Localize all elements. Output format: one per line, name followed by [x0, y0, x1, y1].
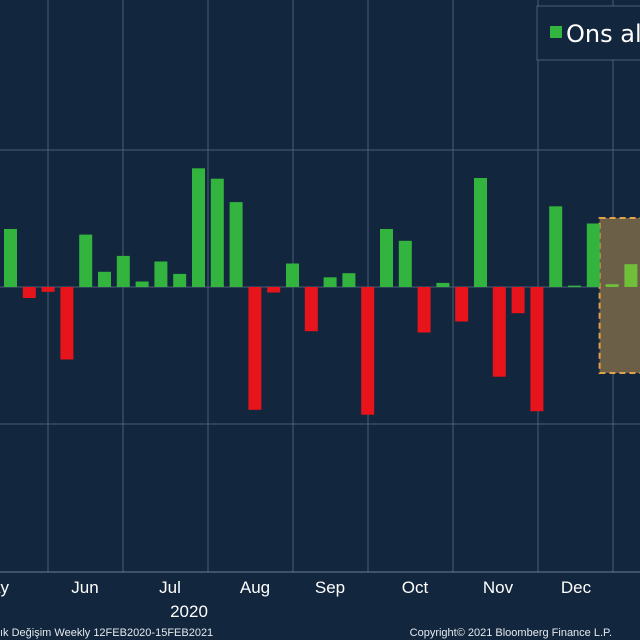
- bar-13: [248, 287, 262, 410]
- bar-30: [568, 285, 581, 288]
- tick-label-7: Dec: [561, 578, 592, 597]
- bar-21: [398, 240, 412, 287]
- bar-24: [455, 287, 469, 322]
- bar-28: [530, 287, 544, 412]
- tick-label-0: ay: [0, 578, 9, 597]
- bar-7: [135, 281, 149, 287]
- tick-label-5: Oct: [402, 578, 429, 597]
- bar-3: [60, 287, 74, 360]
- bar-11: [210, 178, 224, 287]
- bar-25: [474, 178, 487, 287]
- bar-0: [4, 229, 17, 287]
- bar-19: [361, 287, 375, 415]
- bar-10: [192, 168, 205, 287]
- bar-4: [79, 234, 93, 287]
- legend-swatch: [550, 26, 562, 38]
- bar-32: [605, 284, 619, 287]
- bar-33: [624, 264, 638, 287]
- bar-26: [492, 287, 506, 377]
- tick-label-2: Jul: [159, 578, 181, 597]
- legend: Ons al: [536, 5, 640, 61]
- footer-copyright: Copyright© 2021 Bloomberg Finance L.P.: [410, 627, 612, 639]
- tick-label-6: Nov: [483, 578, 514, 597]
- bar-22: [417, 287, 431, 333]
- bar-1: [22, 287, 36, 298]
- bar-9: [173, 273, 187, 287]
- highlight-box: [598, 217, 640, 374]
- bars: [4, 168, 638, 415]
- tick-label-4: Sep: [315, 578, 345, 597]
- bar-14: [267, 287, 281, 293]
- year-label: 2020: [170, 602, 208, 621]
- bar-31: [586, 223, 600, 287]
- bar-23: [436, 282, 450, 287]
- bar-8: [154, 261, 168, 287]
- bar-2: [41, 287, 55, 292]
- footer-left: ık Değişim Weekly 12FEB2020-15FEB2021: [0, 627, 213, 639]
- bar-16: [304, 287, 318, 332]
- bar-27: [511, 287, 525, 314]
- bar-12: [229, 202, 243, 287]
- bar-17: [323, 277, 337, 287]
- bar-20: [380, 229, 393, 287]
- bar-5: [98, 271, 111, 287]
- tick-label-3: Aug: [240, 578, 270, 597]
- bar-29: [549, 206, 563, 287]
- bar-6: [116, 255, 130, 287]
- legend-label: Ons al: [566, 20, 640, 48]
- bar-18: [342, 273, 356, 287]
- x-axis-ticks: ay Jun Jul Aug Sep Oct Nov Dec: [0, 578, 592, 597]
- tick-label-1: Jun: [71, 578, 98, 597]
- bar-15: [286, 263, 299, 287]
- highlight-region: [598, 217, 640, 374]
